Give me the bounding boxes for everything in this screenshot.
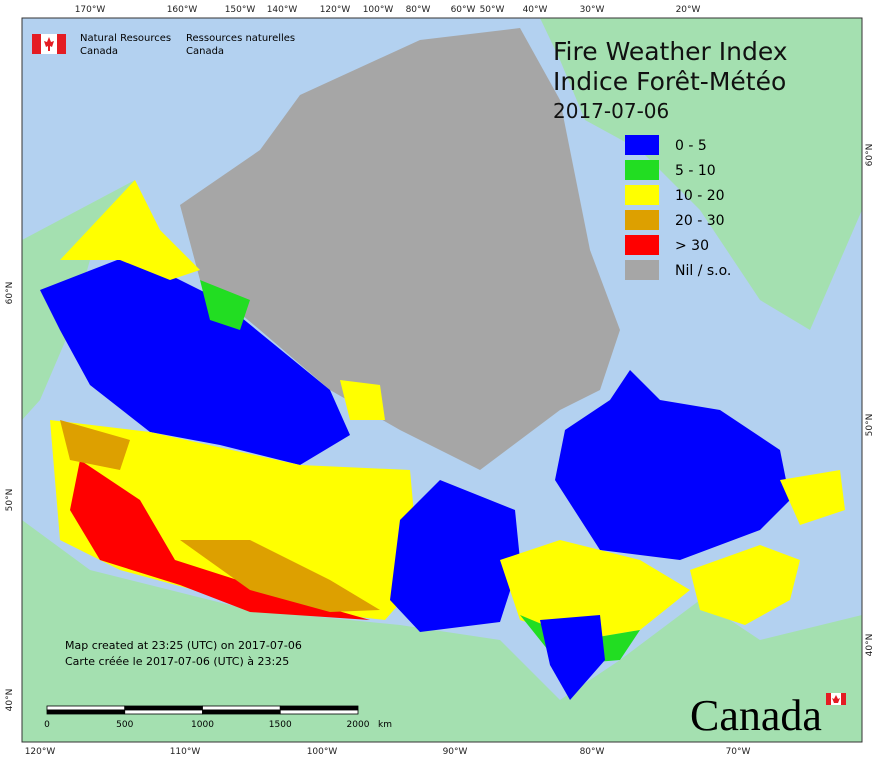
quebec-low bbox=[555, 370, 790, 560]
graticule-label: 110°W bbox=[170, 747, 201, 757]
graticule-label: 80°W bbox=[406, 5, 431, 15]
graticule-label: 50°W bbox=[480, 5, 505, 15]
scale-segment bbox=[202, 709, 281, 715]
graticule-label: 60°N bbox=[865, 144, 875, 167]
map-border bbox=[21, 17, 863, 743]
flag-bar bbox=[32, 34, 41, 54]
scale-segment bbox=[46, 709, 126, 715]
scale-segment bbox=[46, 705, 126, 711]
legend-swatch bbox=[625, 185, 659, 205]
scale-segment bbox=[202, 705, 281, 711]
agency-fr: Canada bbox=[186, 46, 224, 57]
legend-swatch bbox=[625, 260, 659, 280]
title: Fire Weather Index bbox=[553, 37, 788, 66]
canada-wordmark: Canada bbox=[690, 691, 846, 740]
graticule-label: 70°W bbox=[726, 747, 751, 757]
date: 2017-07-06 bbox=[553, 99, 669, 123]
newfoundland-moderate bbox=[780, 470, 845, 525]
scale-segment bbox=[279, 705, 359, 711]
agency-en: Canada bbox=[80, 46, 118, 57]
maritimes-moderate bbox=[690, 545, 800, 625]
scale-label: 2000 bbox=[347, 720, 370, 730]
graticule-label: 90°W bbox=[443, 747, 468, 757]
graticule-label: 50°N bbox=[5, 489, 15, 512]
northwest-low bbox=[40, 255, 350, 465]
flag-bar bbox=[841, 693, 846, 705]
legend-label: 10 - 20 bbox=[675, 188, 725, 204]
title: Indice Forêt-Météo bbox=[553, 67, 786, 96]
map-body bbox=[22, 18, 862, 742]
scale-label: 500 bbox=[116, 720, 133, 730]
ontario-low bbox=[390, 480, 520, 632]
great-lakes-low bbox=[540, 615, 605, 700]
arctic-nil bbox=[180, 28, 620, 470]
flag-leaf bbox=[832, 695, 840, 703]
legend-label: 0 - 5 bbox=[675, 138, 707, 154]
flag-bar bbox=[57, 34, 66, 54]
legend: 0 - 5 5 - 10 10 - 20 20 - 30 > 30 Nil / s.o. bbox=[625, 135, 731, 280]
graticule-label: 60°W bbox=[451, 5, 476, 15]
scale-segment bbox=[124, 705, 203, 711]
graticule-labels: 170°W 160°W 150°W 140°W 120°W 100°W 80°W 60°W 50… bbox=[5, 5, 875, 757]
yukon-moderate bbox=[60, 180, 200, 280]
graticule-label: 120°W bbox=[25, 747, 56, 757]
graticule-label: 140°W bbox=[267, 5, 298, 15]
graticule-label: 170°W bbox=[75, 5, 106, 15]
scale-label: 0 bbox=[44, 720, 50, 730]
graticule-label: 60°N bbox=[5, 282, 15, 305]
flag-leaf bbox=[44, 37, 54, 51]
prairies-high bbox=[180, 540, 380, 612]
nwt-green bbox=[200, 280, 250, 330]
scale-segment bbox=[279, 709, 359, 715]
scale-segment bbox=[124, 709, 203, 715]
quebec-south-moderate bbox=[500, 540, 690, 640]
legend-swatch bbox=[625, 235, 659, 255]
graticule-label: 30°W bbox=[580, 5, 605, 15]
hudson-moderate bbox=[340, 380, 385, 420]
credit: Map created at 23:25 (UTC) on 2017-07-06 bbox=[65, 639, 302, 652]
agency-fr: Ressources naturelles bbox=[186, 33, 295, 44]
scale-unit: km bbox=[378, 720, 392, 730]
legend-label: 20 - 30 bbox=[675, 213, 725, 229]
legend-swatch bbox=[625, 210, 659, 230]
graticule-label: 100°W bbox=[307, 747, 338, 757]
bc-high bbox=[60, 420, 130, 470]
scale-bar: 0 500 1000 1500 2000 km bbox=[44, 705, 392, 730]
greenland bbox=[540, 18, 862, 330]
graticule-label: 20°W bbox=[676, 5, 701, 15]
legend-label: 5 - 10 bbox=[675, 163, 716, 179]
legend-swatch bbox=[625, 135, 659, 155]
graticule-label: 160°W bbox=[167, 5, 198, 15]
credit: Carte créée le 2017-07-06 (UTC) à 23:25 bbox=[65, 655, 289, 668]
wordmark: Canada bbox=[690, 691, 822, 740]
legend-label: Nil / s.o. bbox=[675, 263, 731, 279]
graticule-label: 40°N bbox=[865, 634, 875, 657]
graticule-label: 80°W bbox=[580, 747, 605, 757]
nrcan-signature: Natural Resources Canada Ressources natu… bbox=[32, 33, 295, 57]
bc-extreme bbox=[70, 460, 370, 620]
graticule-label: 150°W bbox=[225, 5, 256, 15]
united-states bbox=[22, 520, 862, 742]
flag-bar bbox=[826, 693, 831, 705]
graticule-label: 50°N bbox=[865, 414, 875, 437]
graticule-label: 120°W bbox=[320, 5, 351, 15]
legend-label: > 30 bbox=[675, 238, 709, 254]
graticule-label: 100°W bbox=[363, 5, 394, 15]
legend-swatch bbox=[625, 160, 659, 180]
scale-label: 1000 bbox=[191, 720, 214, 730]
scale-label: 1500 bbox=[269, 720, 292, 730]
graticule-label: 40°W bbox=[523, 5, 548, 15]
graticule-label: 40°N bbox=[5, 689, 15, 712]
agency-en: Natural Resources bbox=[80, 33, 171, 44]
